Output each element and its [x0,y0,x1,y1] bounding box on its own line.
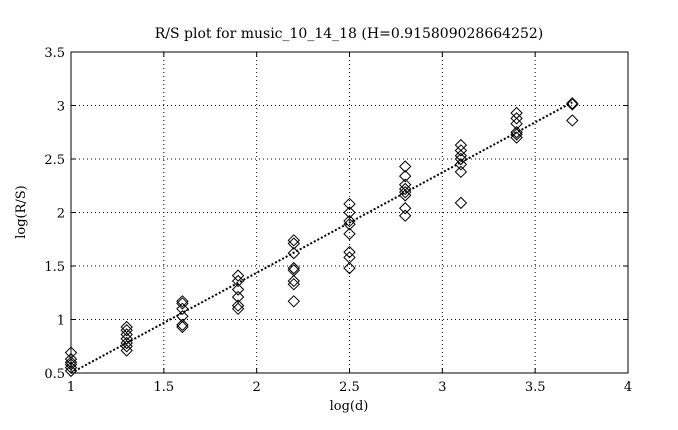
data-point-diamond [231,283,245,296]
data-point-diamond [566,98,579,111]
x-tick-label: 1.5 [153,380,174,395]
x-tick-label: 3.5 [525,380,546,395]
data-point-diamond [343,261,356,275]
x-axis-label: log(d) [330,399,369,414]
data-point-diamond [398,182,412,196]
data-point-diamond [510,128,523,141]
data-point-diamond [64,352,78,366]
data-point-diamond [120,328,133,341]
data-point-diamond [231,302,245,316]
data-point-diamond [64,346,78,359]
data-point-diamond [176,318,189,332]
fit-line-group [70,101,573,374]
data-point-diamond [454,165,468,179]
y-axis-label: log(R/S) [14,185,29,239]
data-point-diamond [398,185,412,199]
data-point-diamond [231,274,245,288]
y-tick-label: 2 [57,207,65,222]
axis-ticks: 1 1.5 2 2.5 3 3.5 40.511.522.533.5 [44,46,632,395]
data-point-diamond [454,196,468,210]
data-point-diamond [231,290,245,304]
y-tick-label: 1.5 [44,260,65,275]
data-points [64,97,579,378]
y-tick-label: 3 [57,100,65,115]
x-tick-label: 4 [624,380,632,395]
data-point-diamond [398,169,412,183]
data-point-diamond [454,149,468,162]
fit-line [70,101,573,374]
data-point-diamond [287,264,301,277]
data-point-diamond [231,269,245,282]
data-point-diamond [287,234,301,247]
data-point-diamond [343,206,356,219]
data-point-diamond [120,340,133,353]
data-point-diamond [566,97,579,110]
data-point-diamond [120,332,133,345]
data-point-diamond [510,117,523,130]
data-point-diamond [343,214,356,228]
data-point-diamond [176,297,189,310]
y-tick-label: 3.5 [44,46,65,61]
x-tick-label: 1 [67,380,75,395]
x-tick-label: 2.5 [339,380,360,395]
data-point-diamond [120,336,133,350]
data-point-diamond [287,277,301,291]
data-point-diamond [64,358,78,371]
data-point-diamond [343,245,356,259]
data-point-diamond [398,209,412,222]
data-point-diamond [454,138,468,152]
y-tick-label: 2.5 [44,153,65,168]
data-point-diamond [454,158,468,171]
x-tick-label: 2 [253,380,261,395]
data-point-diamond [343,227,356,241]
data-point-diamond [510,112,523,125]
data-point-diamond [231,299,245,312]
data-point-diamond [398,178,412,191]
data-point-diamond [120,323,133,337]
data-point-diamond [120,320,133,334]
data-point-diamond [510,126,523,139]
data-point-diamond [120,344,133,357]
data-point-diamond [176,320,189,334]
data-point-diamond [287,246,301,260]
data-point-diamond [566,114,579,127]
data-point-diamond [398,202,412,215]
chart-title: R/S plot for music_10_14_18 (H=0.9158090… [155,26,544,42]
data-point-diamond [287,295,301,308]
data-point-diamond [176,310,189,323]
data-point-diamond [176,295,189,308]
data-point-diamond [343,251,356,264]
data-point-diamond [454,144,468,157]
grid [71,52,628,373]
y-tick-label: 1 [57,314,65,329]
data-point-diamond [287,261,301,275]
data-point-diamond [398,160,412,173]
y-tick-label: 0.5 [44,367,65,382]
data-point-diamond [510,106,523,120]
data-point-diamond [343,197,356,211]
data-point-diamond [176,302,189,316]
x-tick-label: 3 [438,380,446,395]
data-point-diamond [287,274,301,288]
